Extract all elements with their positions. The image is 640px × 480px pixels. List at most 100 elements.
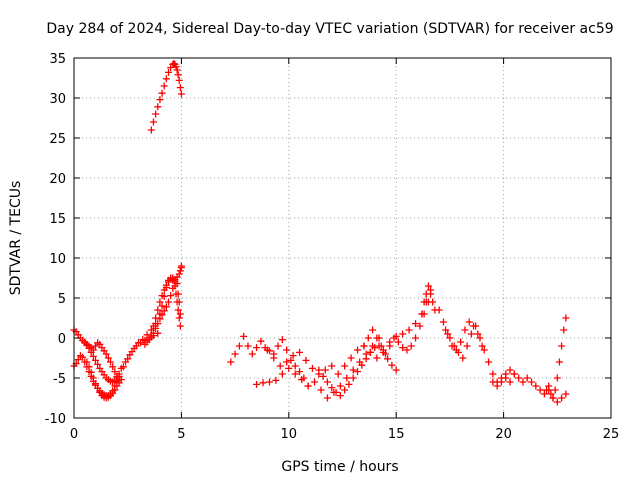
- data-point: [176, 267, 184, 275]
- data-point: [139, 336, 147, 344]
- data-point: [126, 351, 134, 359]
- data-point: [341, 386, 349, 394]
- data-point: [117, 376, 125, 384]
- data-point: [107, 358, 115, 366]
- data-point: [149, 329, 157, 337]
- data-point: [111, 368, 119, 376]
- data-point: [545, 382, 553, 390]
- data-point: [253, 380, 261, 388]
- series-seg-a: [70, 326, 121, 386]
- data-point: [175, 76, 183, 84]
- data-point: [152, 314, 160, 322]
- data-point: [506, 366, 514, 374]
- data-point: [158, 89, 166, 97]
- data-point: [276, 362, 284, 370]
- data-point: [343, 374, 351, 382]
- data-point: [175, 270, 183, 278]
- data-point: [416, 322, 424, 330]
- data-point: [388, 361, 396, 369]
- data-point: [366, 348, 374, 356]
- series-seg-n: [360, 286, 435, 358]
- data-point: [332, 388, 340, 396]
- data-point: [291, 362, 299, 370]
- y-tick-labels: -10 -5 0 5 10 15 20 25 30 35: [45, 52, 66, 427]
- y-tick-label: 15: [49, 212, 66, 227]
- data-point: [467, 330, 475, 338]
- data-point: [362, 355, 370, 363]
- data-point: [377, 342, 385, 350]
- data-point: [392, 366, 400, 374]
- series-seg-c: [83, 358, 125, 402]
- data-point: [109, 363, 117, 371]
- data-point: [439, 318, 447, 326]
- data-point: [158, 311, 166, 319]
- data-point: [87, 368, 95, 376]
- data-point: [547, 390, 555, 398]
- data-point: [283, 346, 291, 354]
- data-point: [89, 352, 97, 360]
- data-point: [553, 398, 561, 406]
- data-point: [461, 326, 469, 334]
- data-point: [373, 354, 381, 362]
- data-point: [540, 390, 548, 398]
- data-point: [536, 386, 544, 394]
- data-point: [278, 336, 286, 344]
- series-seg-d: [81, 338, 121, 380]
- data-point: [349, 366, 357, 374]
- data-point: [384, 355, 392, 363]
- y-tick-label: -10: [45, 412, 66, 427]
- data-point: [227, 358, 235, 366]
- data-point: [278, 370, 286, 378]
- axes: [73, 57, 612, 419]
- series-seg-k: [253, 334, 383, 402]
- data-point: [265, 378, 273, 386]
- data-point: [364, 334, 372, 342]
- data-point: [412, 320, 420, 328]
- data-point: [94, 384, 102, 392]
- data-point: [543, 386, 551, 394]
- data-point: [175, 314, 183, 322]
- data-point: [177, 262, 185, 270]
- data-point: [287, 356, 295, 364]
- y-tick-label: 10: [49, 252, 66, 267]
- data-point: [560, 326, 568, 334]
- plot-frame: [73, 57, 612, 419]
- data-point: [171, 282, 179, 290]
- data-point: [418, 310, 426, 318]
- data-point: [130, 344, 138, 352]
- data-point: [549, 394, 557, 402]
- chart-title: Day 284 of 2024, Sidereal Day-to-day VTE…: [46, 21, 613, 37]
- data-point: [551, 386, 559, 394]
- data-point: [371, 344, 379, 352]
- data-point: [336, 392, 344, 400]
- y-tick-label: 20: [49, 172, 66, 187]
- data-point: [240, 332, 248, 340]
- data-point: [117, 364, 125, 372]
- data-point: [79, 353, 87, 361]
- data-point: [143, 331, 151, 339]
- data-point: [104, 354, 112, 362]
- data-point: [231, 350, 239, 358]
- data-point: [472, 322, 480, 330]
- data-point: [403, 346, 411, 354]
- data-point: [474, 330, 482, 338]
- data-point: [253, 344, 261, 352]
- data-point: [555, 358, 563, 366]
- data-point: [298, 376, 306, 384]
- data-point: [158, 292, 166, 300]
- x-tick-label: 20: [495, 427, 512, 442]
- data-point: [160, 82, 168, 90]
- data-point: [134, 339, 142, 347]
- data-point: [308, 364, 316, 372]
- data-point: [91, 380, 99, 388]
- data-point: [424, 282, 432, 290]
- data-point: [420, 298, 428, 306]
- series-seg-o: [418, 282, 439, 318]
- y-tick-label: -5: [53, 372, 66, 387]
- data-point: [263, 346, 271, 354]
- data-point: [444, 330, 452, 338]
- data-point: [176, 310, 184, 318]
- data-point: [429, 298, 437, 306]
- data-point: [259, 379, 267, 387]
- data-point: [323, 378, 331, 386]
